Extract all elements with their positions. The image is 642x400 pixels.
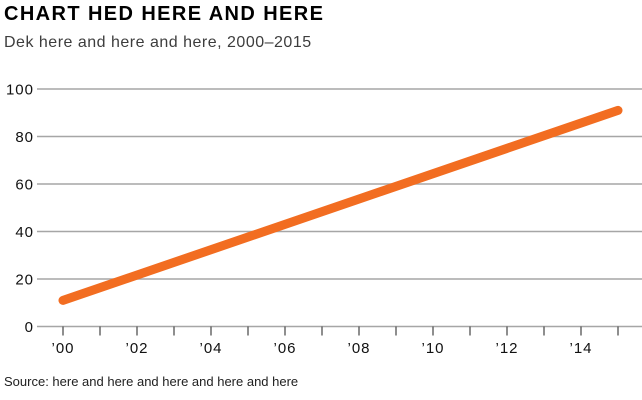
y-tick-label: 0 [25,319,34,336]
x-tick-label: ’06 [273,340,296,357]
y-tick-label: 60 [15,177,34,194]
source-note: Source: here and here and here and here … [4,374,299,389]
x-tick-label: ’04 [199,340,222,357]
y-tick-label: 20 [15,272,34,289]
x-tick-label: ’02 [125,340,148,357]
x-tick-label: ’12 [495,340,518,357]
chart-subtitle: Dek here and here and here, 2000–2015 [4,34,312,51]
x-tick-label: ’10 [421,340,444,357]
x-tick-label: ’00 [51,340,74,357]
x-tick-label: ’14 [569,340,592,357]
y-tick-label: 80 [15,129,34,146]
y-tick-label: 100 [6,82,34,99]
y-tick-label: 40 [15,224,34,241]
x-tick-label: ’08 [347,340,370,357]
chart-title: CHART HED HERE AND HERE [4,3,325,25]
data-line [58,105,623,305]
